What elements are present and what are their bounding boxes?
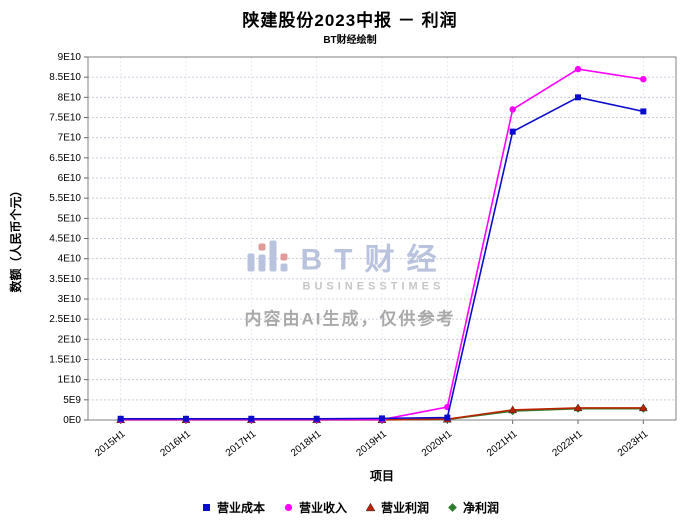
x-tick-label: 2016H1 bbox=[158, 428, 193, 459]
watermark-brand: BT财经 bbox=[300, 243, 449, 277]
x-tick-label: 2018H1 bbox=[289, 428, 324, 459]
legend-item-operating-profit: 营业利润 bbox=[365, 499, 429, 516]
legend-item-operating-revenue: 营业收入 bbox=[283, 499, 347, 516]
watermark-brand-sub: BUSINESSTIMES bbox=[302, 280, 445, 293]
legend: 营业成本 营业收入 营业利润 净利润 bbox=[0, 499, 700, 516]
bt-logo-icon bbox=[247, 240, 288, 272]
x-tick-label: 2022H1 bbox=[550, 428, 585, 459]
x-tick-label: 2021H1 bbox=[485, 428, 520, 459]
legend-label: 净利润 bbox=[463, 501, 500, 515]
x-tick-label: 2019H1 bbox=[354, 428, 389, 459]
data-point-marker bbox=[183, 415, 189, 422]
data-point-marker bbox=[509, 106, 516, 113]
data-point-marker bbox=[638, 403, 648, 412]
legend-marker-triangle-icon bbox=[365, 502, 376, 512]
y-tick-label: 7E10 bbox=[58, 133, 82, 144]
chart-title: 陕建股份2023中报 － 利润 bbox=[242, 11, 458, 30]
data-point-marker bbox=[444, 414, 451, 421]
y-tick-label: 0E0 bbox=[63, 415, 81, 426]
x-tick-label: 2015H1 bbox=[93, 428, 128, 459]
legend-label: 营业收入 bbox=[298, 501, 347, 515]
y-tick-label: 5E9 bbox=[63, 395, 81, 406]
legend-marker-square-icon bbox=[202, 504, 210, 511]
data-point-marker bbox=[640, 75, 647, 83]
legend-item-net-profit: 净利润 bbox=[447, 499, 499, 516]
legend-label: 营业成本 bbox=[216, 501, 265, 515]
data-point-marker bbox=[313, 415, 320, 422]
legend-marker-circle-icon bbox=[284, 503, 293, 512]
data-point-marker bbox=[575, 94, 581, 101]
data-point-marker bbox=[117, 415, 124, 422]
y-tick-label: 2E10 bbox=[58, 334, 82, 345]
data-point-marker bbox=[508, 405, 518, 414]
data-point-marker bbox=[573, 403, 583, 412]
y-tick-label: 8E10 bbox=[58, 92, 82, 103]
chart-subtitle: BT财经绘制 bbox=[323, 35, 377, 46]
y-tick-label: 7.5E10 bbox=[49, 113, 81, 124]
y-axis-label: 数额（人民币个元） bbox=[8, 184, 23, 292]
y-tick-label: 4.5E10 bbox=[49, 234, 81, 245]
watermark: BT财经 BUSINESSTIMES 内容由AI生成，仅供参考 bbox=[245, 235, 456, 330]
x-tick-label: 2017H1 bbox=[224, 428, 259, 459]
y-tick-label: 9E10 bbox=[58, 52, 82, 63]
data-point-marker bbox=[379, 415, 385, 422]
y-tick-label: 5.5E10 bbox=[49, 193, 81, 204]
watermark-brand-row: BT财经 bbox=[245, 235, 456, 279]
x-tick-label: 2023H1 bbox=[616, 428, 651, 459]
data-point-marker bbox=[248, 415, 255, 422]
data-point-marker bbox=[509, 128, 516, 135]
watermark-disclaimer: 内容由AI生成，仅供参考 bbox=[244, 309, 456, 329]
legend-marker-diamond-icon bbox=[448, 503, 457, 512]
y-tick-label: 1.5E10 bbox=[49, 355, 81, 366]
y-tick-label: 2.5E10 bbox=[49, 314, 81, 325]
y-tick-label: 4E10 bbox=[58, 254, 82, 265]
data-point-marker bbox=[640, 108, 647, 115]
y-tick-label: 8.5E10 bbox=[49, 72, 81, 83]
data-point-marker bbox=[574, 65, 582, 73]
y-tick-label: 1E10 bbox=[58, 375, 82, 386]
y-tick-label: 6.5E10 bbox=[49, 153, 81, 164]
x-axis-label: 项目 bbox=[370, 469, 394, 483]
y-tick-label: 6E10 bbox=[58, 173, 82, 184]
x-tick-label: 2020H1 bbox=[420, 428, 455, 459]
legend-label: 营业利润 bbox=[381, 501, 430, 515]
y-tick-label: 5E10 bbox=[58, 213, 82, 224]
legend-item-operating-cost: 营业成本 bbox=[201, 499, 265, 516]
y-tick-label: 3E10 bbox=[58, 294, 82, 305]
y-tick-label: 3.5E10 bbox=[49, 274, 81, 285]
